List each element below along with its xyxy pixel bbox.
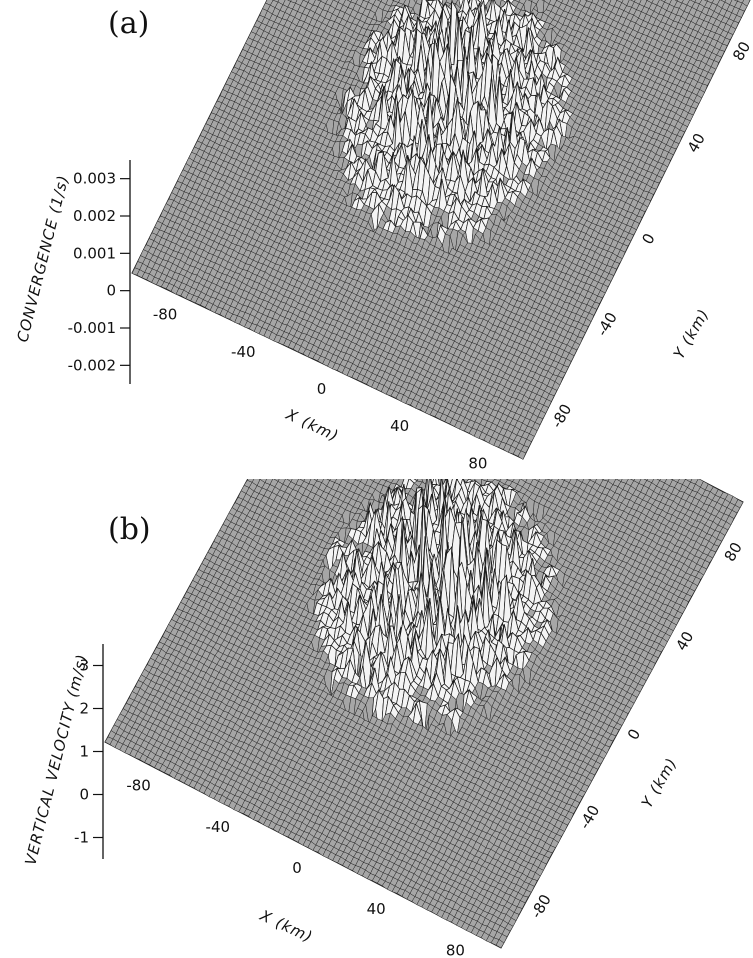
chart-panel-a: (a) 0.003 0.002 0.001 0 -0.001 -0.002 -80 -40 0… xyxy=(13,0,753,472)
panel-label-a: (a) xyxy=(108,6,149,41)
surface-mesh-a xyxy=(131,0,751,460)
